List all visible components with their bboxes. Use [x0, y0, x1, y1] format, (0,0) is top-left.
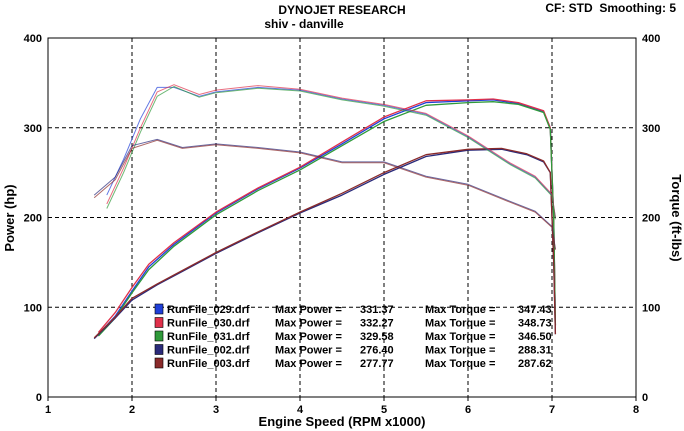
torque-series-line	[106, 84, 556, 218]
legend-power-value: 332.27	[360, 318, 394, 330]
y-right-tick-label: 400	[642, 33, 660, 45]
x-tick-label: 4	[297, 404, 304, 416]
legend-file-name: RunFile_003.drf	[167, 358, 250, 370]
power-series-line	[93, 147, 557, 339]
y-tick-label: 0	[36, 392, 42, 404]
x-tick-label: 8	[633, 404, 639, 416]
x-axis-label: Engine Speed (RPM x1000)	[259, 414, 426, 429]
x-tick-label: 2	[129, 404, 135, 416]
legend-power-label: Max Power =	[275, 345, 342, 357]
y-right-tick-label: 200	[642, 213, 660, 225]
power-series-line	[97, 98, 557, 333]
legend-power-value: 276.40	[360, 345, 394, 357]
x-tick-label: 6	[465, 404, 471, 416]
legend-file-name: RunFile_031.drf	[167, 331, 250, 343]
y-tick-label: 300	[24, 123, 42, 135]
legend-power-label: Max Power =	[275, 331, 342, 343]
x-tick-label: 1	[45, 404, 51, 416]
legend-entry: RunFile_030.drf Max Power = 332.27 Max Torq…	[154, 317, 552, 330]
legend-swatch	[154, 317, 164, 328]
torque-series-line	[106, 86, 556, 218]
legend-torque-value: 346.50	[518, 331, 552, 343]
legend-entry: RunFile_031.drf Max Power = 329.58 Max Torq…	[154, 330, 552, 343]
legend-torque-label: Max Torque =	[425, 318, 495, 330]
legend: RunFile_029.drf Max Power = 331.37 Max Torq…	[154, 303, 552, 370]
legend-torque-label: Max Torque =	[425, 358, 495, 370]
y-axis-label: Power (hp)	[2, 184, 17, 251]
x-tick-labels: 1 2 3 4 5 6 7 8	[45, 397, 639, 416]
legend-torque-value: 348.73	[518, 318, 552, 330]
legend-swatch	[154, 357, 164, 369]
y-right-axis-label: Torque (ft-lbs)	[669, 174, 684, 261]
y-tick-label: 200	[24, 213, 42, 225]
legend-torque-label: Max Torque =	[425, 331, 495, 343]
legend-entry: RunFile_029.drf Max Power = 331.37 Max Torq…	[154, 303, 552, 316]
y-right-tick-label: 100	[642, 302, 660, 314]
y-tick-label: 100	[24, 302, 42, 314]
chart-title: DYNOJET RESEARCH	[278, 3, 405, 17]
torque-series-line	[93, 138, 556, 249]
legend-power-label: Max Power =	[275, 304, 342, 316]
legend-torque-value: 288.31	[518, 345, 552, 357]
power-series-line	[97, 101, 557, 337]
legend-torque-label: Max Torque =	[425, 345, 495, 357]
legend-file-name: RunFile_002.drf	[167, 345, 250, 357]
series-group	[93, 84, 557, 340]
legend-power-value: 277.77	[360, 358, 394, 370]
legend-torque-label: Max Torque =	[425, 304, 495, 316]
legend-power-value: 329.58	[360, 331, 394, 343]
header-settings: CF: STD Smoothing: 5	[545, 1, 676, 15]
legend-entry: RunFile_003.drf Max Power = 277.77 Max Torq…	[154, 357, 552, 370]
legend-swatch	[154, 330, 164, 342]
grid-lines	[48, 38, 636, 397]
legend-swatch	[154, 303, 164, 315]
torque-series-line	[93, 139, 556, 250]
x-tick-label: 7	[549, 404, 555, 416]
legend-file-name: RunFile_030.drf	[167, 318, 250, 330]
legend-power-label: Max Power =	[275, 318, 342, 330]
torque-series-line	[106, 86, 556, 220]
legend-power-value: 331.37	[360, 304, 394, 316]
legend-torque-value: 287.62	[518, 358, 552, 370]
y-right-tick-label: 300	[642, 123, 660, 135]
legend-swatch	[154, 344, 164, 355]
legend-file-name: RunFile_029.drf	[167, 304, 250, 316]
legend-power-label: Max Power =	[275, 358, 342, 370]
y-right-tick-label: 0	[642, 392, 648, 404]
legend-entry: RunFile_002.drf Max Power = 276.40 Max Torq…	[154, 344, 552, 357]
y-tick-labels: 0 100 200 300 400	[24, 33, 42, 404]
legend-torque-value: 347.43	[518, 304, 552, 316]
x-tick-label: 3	[213, 404, 219, 416]
chart-subtitle: shiv - danville	[264, 17, 344, 31]
x-tick-label: 5	[381, 404, 387, 416]
y-tick-label: 400	[24, 33, 42, 45]
y-right-tick-labels: 0 100 200 300 400	[642, 33, 660, 404]
